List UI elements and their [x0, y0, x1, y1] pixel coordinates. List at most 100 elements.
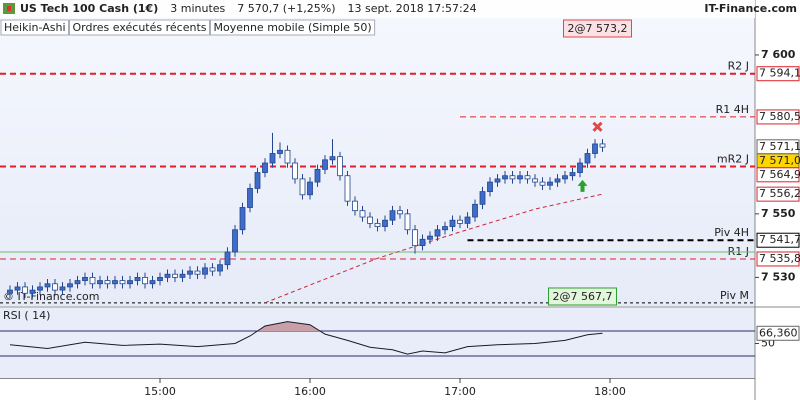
candle-body [224, 251, 231, 266]
candle-body [142, 277, 148, 285]
rsi-pane [0, 308, 755, 378]
legend-box [209, 19, 376, 36]
candle-body [389, 210, 396, 221]
candle-body [509, 175, 516, 180]
price-label: 7 594,1 [759, 67, 800, 80]
candle-body [374, 222, 381, 227]
rsi-title: RSI ( 14) [3, 309, 50, 322]
instrument: US Tech 100 Cash (1€) [20, 2, 158, 15]
candle-body [442, 226, 448, 231]
level-name: R2 J [728, 60, 749, 73]
price-label-box [756, 186, 800, 202]
last-price: 7 570,7 (+1,25%) [237, 2, 335, 15]
candle-body [82, 277, 88, 281]
candle-body [457, 219, 463, 224]
order-label: 2@7 567,7 [553, 290, 613, 303]
candle-body [127, 280, 133, 285]
brand: IT-Finance.com [704, 2, 797, 15]
y-tick-label: 7 530 [761, 270, 796, 283]
rsi-last-box [756, 325, 800, 341]
x-tick-label: 17:00 [444, 385, 476, 398]
candle-body [449, 219, 456, 227]
candle-body [59, 286, 66, 291]
candle-body [112, 280, 118, 285]
candle-body [22, 286, 28, 294]
candle-body [202, 267, 208, 275]
buy-marker [577, 179, 588, 192]
candle-body [172, 273, 178, 278]
candle-body [337, 156, 343, 177]
candle-body [254, 172, 261, 189]
candle-body [37, 286, 43, 291]
app-icon-detail [7, 6, 11, 11]
candle-body [232, 229, 238, 253]
candle-body [149, 280, 156, 285]
candle-body [164, 273, 171, 278]
y-tick-label: 7 550 [761, 207, 796, 220]
interval: 3 minutes [170, 2, 225, 15]
candle-body [517, 175, 523, 180]
legend-entry: Ordres exécutés récents [73, 21, 207, 34]
candle-body [367, 216, 373, 224]
candle-body [532, 178, 538, 183]
candle-body [299, 178, 306, 196]
candle-body [584, 153, 591, 164]
candle-body [472, 203, 478, 218]
candle-body [322, 159, 328, 170]
price-label-box [756, 167, 800, 183]
level-name: Piv M [720, 289, 749, 302]
candle-body [44, 283, 51, 288]
time-axis [0, 378, 755, 400]
candle-body [187, 270, 193, 275]
level-name: Piv 4H [714, 226, 749, 239]
candle-body [494, 178, 501, 183]
price-label: 7 541,7 [759, 233, 800, 246]
price-label: 7 571,1 [759, 140, 800, 153]
price-label: 7 580,5 [759, 110, 800, 123]
candle-body [119, 280, 126, 285]
sell-marker [592, 121, 603, 132]
candle-body [539, 181, 546, 186]
price-label: 7 564,9 [759, 168, 800, 181]
candle-body [487, 181, 493, 193]
rsi-line [9, 321, 603, 355]
x-tick-label: 15:00 [144, 385, 176, 398]
candle-body [239, 207, 246, 231]
order-label: 2@7 573,2 [568, 22, 628, 35]
price-label-box [756, 251, 800, 267]
order-box [548, 287, 617, 306]
price-label-box [756, 66, 800, 82]
candle-body [419, 238, 426, 247]
candle-body [592, 143, 598, 154]
candle-body [7, 289, 13, 294]
candle-body [569, 172, 576, 177]
candle-body [194, 270, 201, 275]
candle-body [479, 191, 486, 205]
candle-body [269, 153, 276, 164]
candle-body [464, 216, 471, 224]
candle-body [67, 283, 73, 288]
x-tick-label: 18:00 [594, 385, 626, 398]
level-name: R1 4H [716, 103, 749, 116]
candle-body [329, 156, 336, 161]
candle-body [284, 149, 291, 164]
candle-body [74, 280, 81, 285]
candle-body [359, 210, 366, 218]
candle-body [352, 200, 358, 212]
price-label: 7 571,0 [759, 154, 800, 167]
candle-body [577, 162, 583, 173]
candle-body [97, 280, 103, 285]
candle-body [29, 289, 36, 294]
header-bar [0, 0, 755, 18]
candle-body [404, 213, 411, 231]
legend-box [0, 19, 70, 36]
candle-body [427, 235, 433, 240]
candle-body [562, 175, 568, 180]
candle-body [554, 178, 561, 183]
candle-body [307, 181, 313, 196]
candle-body [524, 175, 531, 180]
candle-body [599, 143, 606, 148]
datetime: 13 sept. 2018 17:57:24 [348, 2, 477, 15]
